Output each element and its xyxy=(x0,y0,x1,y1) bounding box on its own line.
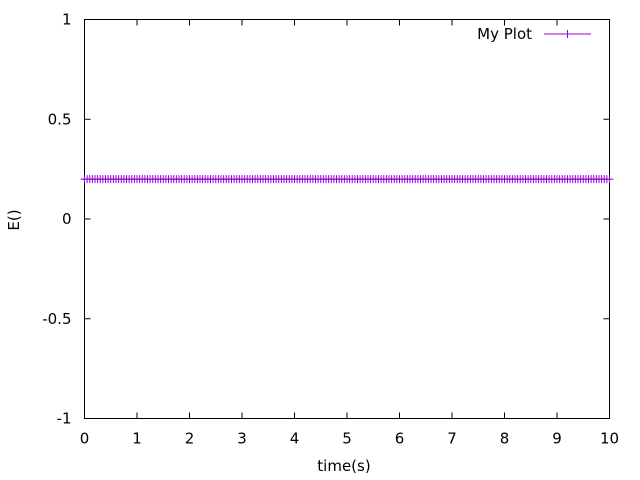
y-tick-label: -0.5 xyxy=(42,310,71,328)
y-tick-label: 0 xyxy=(62,210,72,228)
x-tick-label: 9 xyxy=(552,430,562,448)
y-tick-label: -1 xyxy=(57,410,72,428)
x-tick-label: 5 xyxy=(342,430,352,448)
x-tick-label: 6 xyxy=(395,430,405,448)
x-tick-label: 0 xyxy=(80,430,90,448)
x-axis-ticks: 0 1 2 3 4 5 6 7 8 9 10 xyxy=(80,19,619,448)
x-tick-label: 3 xyxy=(237,430,247,448)
x-tick-label: 2 xyxy=(185,430,195,448)
legend-marker-plus xyxy=(563,30,572,38)
x-tick-label: 7 xyxy=(447,430,457,448)
legend-label: My Plot xyxy=(477,25,532,43)
series-layer xyxy=(80,175,614,184)
legend: My Plot xyxy=(477,25,591,43)
y-axis-label: E() xyxy=(5,209,23,230)
x-axis-label: time(s) xyxy=(317,457,370,475)
x-tick-label: 10 xyxy=(600,430,619,448)
y-axis-ticks: -1 -0.5 0 0.5 1 xyxy=(42,11,610,428)
x-tick-label: 4 xyxy=(290,430,300,448)
x-tick-label: 1 xyxy=(132,430,142,448)
series-markers xyxy=(80,175,614,184)
legend-marker xyxy=(563,30,572,38)
data-point-marker xyxy=(605,175,614,184)
x-tick-label: 8 xyxy=(500,430,510,448)
y-tick-label: 0.5 xyxy=(48,110,72,128)
y-tick-label: 1 xyxy=(62,11,72,29)
plot-area-frame xyxy=(84,19,610,419)
